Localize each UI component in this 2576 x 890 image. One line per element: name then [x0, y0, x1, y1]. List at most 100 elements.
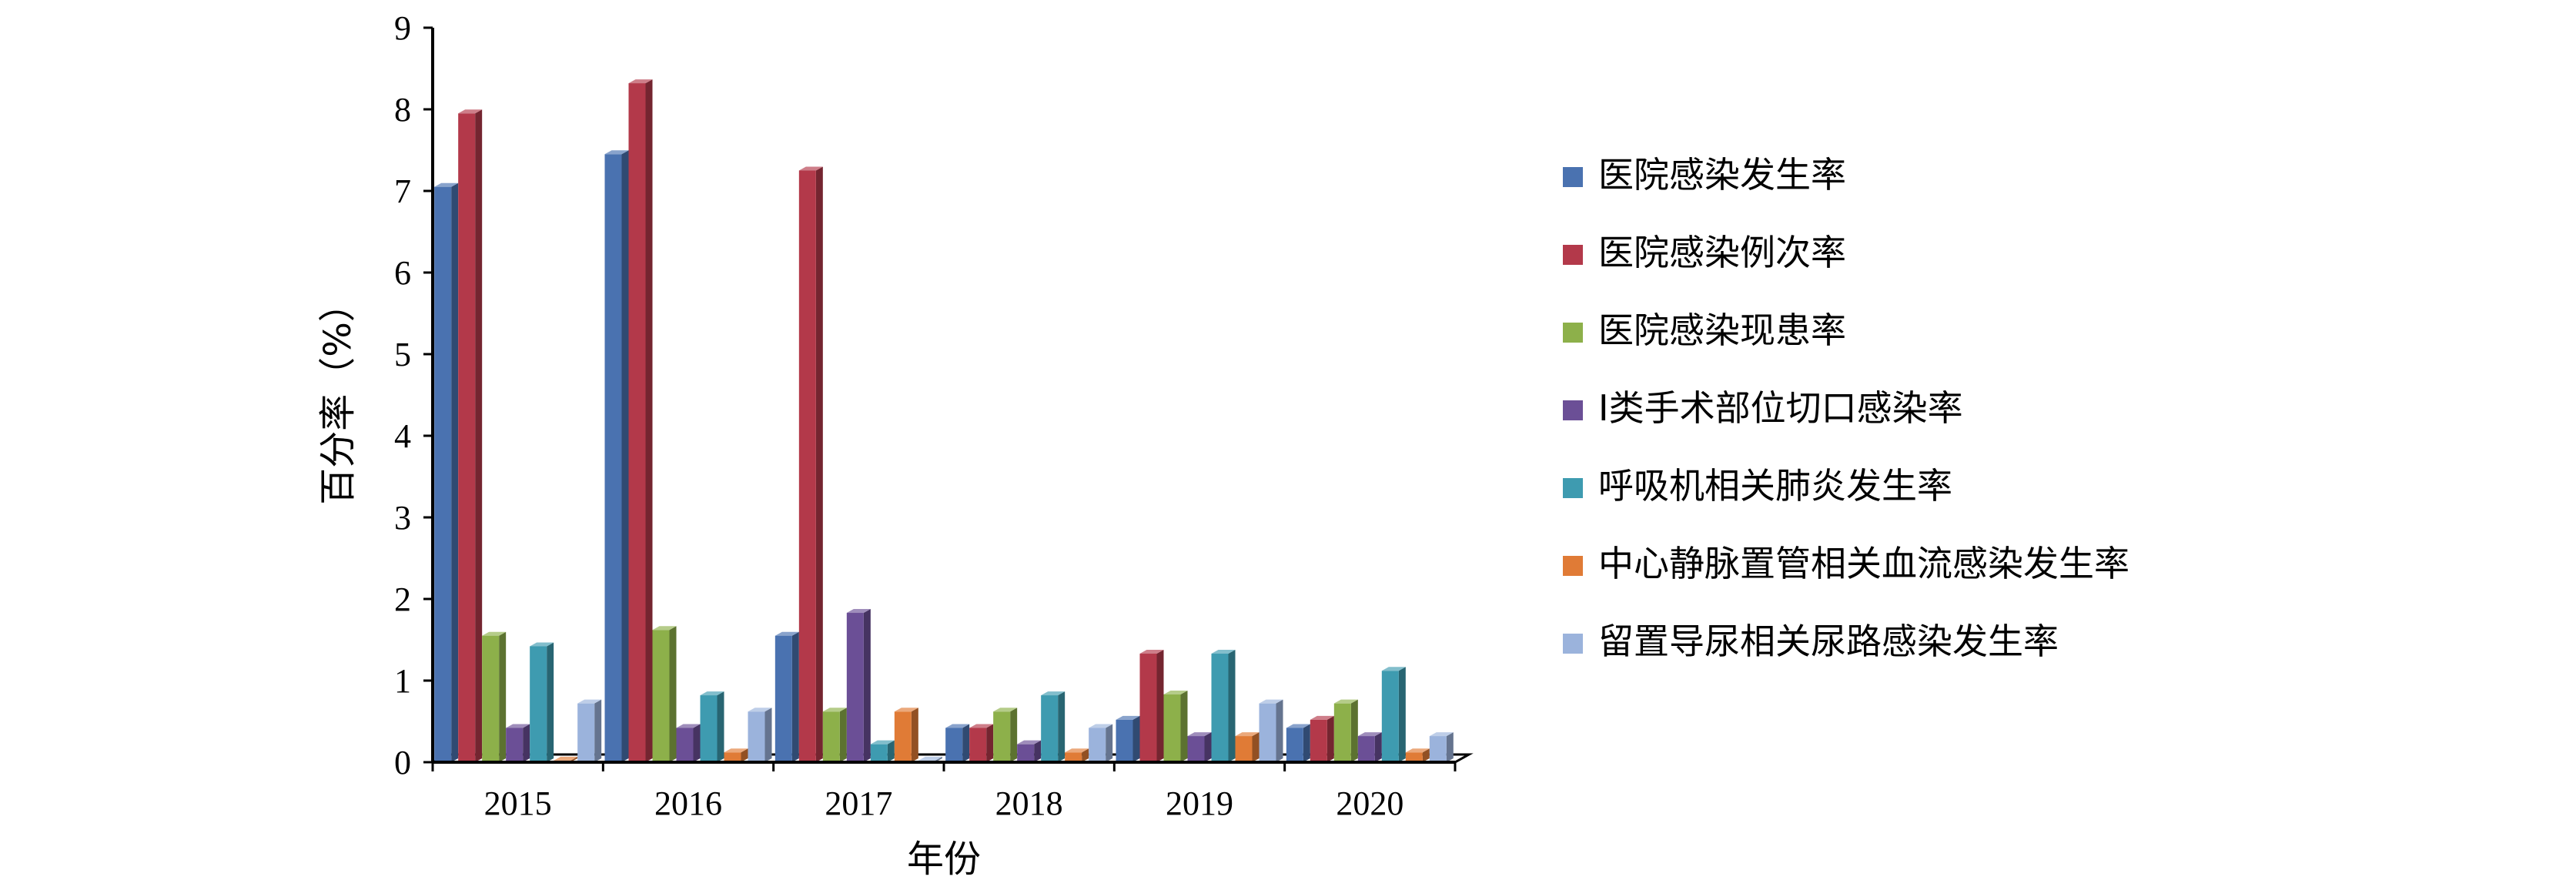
bar	[1187, 732, 1212, 762]
x-axis: 2015 2016 2017 2018 2019 2020	[431, 761, 1457, 822]
legend-swatch	[1563, 245, 1583, 265]
bar-front	[1310, 719, 1327, 762]
x-tick-label: 2018	[995, 785, 1063, 822]
bar-top	[822, 708, 847, 712]
bar-top	[1235, 732, 1260, 737]
bar-side	[621, 150, 629, 763]
legend-swatch	[1563, 323, 1583, 343]
bar-front	[993, 711, 1011, 762]
bar-front	[822, 711, 840, 762]
bar-side	[547, 642, 554, 762]
bar-front	[506, 728, 524, 762]
bar-top	[482, 631, 507, 636]
y-tick-label: 1	[394, 662, 411, 700]
bar-top	[798, 166, 823, 171]
legend-label: 医院感染现患率	[1598, 309, 1846, 351]
bar-side	[1374, 732, 1382, 762]
bar-side	[962, 724, 970, 762]
bar-top	[993, 708, 1018, 712]
bar-top	[894, 708, 918, 712]
bar-top	[652, 626, 677, 631]
bar-side	[1106, 724, 1113, 762]
bar-side	[764, 708, 772, 762]
bar-top	[700, 691, 724, 696]
bar-top	[748, 708, 772, 712]
bar-top	[1017, 740, 1042, 744]
y-tick-label: 9	[394, 9, 411, 47]
bar-top	[1139, 650, 1164, 654]
bar-front	[1041, 695, 1059, 762]
bar-front	[1116, 719, 1133, 762]
bar-top	[554, 756, 578, 761]
bar-side	[693, 724, 701, 762]
bar-top	[1163, 691, 1188, 695]
bar-top	[506, 724, 530, 728]
y-axis: 0 1 2 3 4 5 6 7 8 9	[394, 9, 434, 781]
x-tick-label: 2019	[1166, 785, 1233, 822]
x-axis-title: 年份	[907, 838, 981, 881]
bar	[724, 748, 748, 762]
bar-top	[918, 756, 942, 761]
bar-side	[1034, 740, 1042, 762]
bar-front	[774, 635, 792, 762]
y-tick-label: 6	[394, 254, 411, 292]
bar-side	[887, 740, 895, 762]
bar	[1429, 732, 1454, 762]
bar-side	[451, 182, 459, 762]
bar-top	[724, 748, 748, 753]
bar-top	[846, 609, 871, 614]
bar-top	[870, 740, 895, 744]
y-tick-label: 3	[394, 499, 411, 537]
bar	[1163, 691, 1188, 762]
bar-side	[1446, 732, 1454, 762]
bar	[1211, 650, 1236, 762]
bar	[822, 708, 847, 762]
bar-top	[530, 642, 554, 647]
x-tick-label: 2020	[1336, 785, 1403, 822]
bar-side	[911, 708, 918, 762]
bar-top	[1116, 715, 1140, 720]
bar-top	[577, 699, 602, 704]
bar-front	[1357, 736, 1375, 762]
bar	[1139, 650, 1164, 762]
bar-front	[1065, 752, 1082, 762]
bar-front	[1211, 654, 1229, 762]
bar-side	[1326, 715, 1334, 762]
bar	[870, 740, 895, 762]
y-tick-label: 2	[394, 581, 411, 618]
bar-front	[1139, 654, 1157, 762]
y-tick-label: 0	[394, 744, 411, 781]
bar-front	[1259, 703, 1276, 762]
legend-item: 留置导尿相关尿路感染发生率	[1563, 621, 2059, 662]
bar-side	[1252, 732, 1260, 762]
bar	[1286, 724, 1310, 762]
bar-top	[1187, 732, 1212, 737]
legend-item: Ⅰ类手术部位切口感染率	[1563, 387, 1963, 429]
bar-side	[1303, 724, 1310, 762]
bar	[798, 166, 823, 762]
bar	[774, 631, 799, 762]
bar-top	[1211, 650, 1236, 654]
bar-top	[1405, 748, 1430, 753]
legend-label: 呼吸机相关肺炎发生率	[1598, 465, 1952, 507]
bar	[506, 724, 530, 762]
bar	[1357, 732, 1382, 762]
bar	[1310, 715, 1334, 762]
bar-front	[1187, 736, 1205, 762]
bar-side	[1058, 691, 1066, 762]
bar-side	[839, 708, 847, 762]
bar-side	[1180, 691, 1188, 762]
bar-front	[969, 728, 987, 762]
bar	[1235, 732, 1260, 762]
bar-side	[791, 631, 799, 762]
bar-front	[458, 113, 476, 763]
legend-label: 留置导尿相关尿路感染发生率	[1598, 621, 2059, 662]
bar	[530, 642, 554, 762]
bar	[1381, 667, 1406, 762]
bar-front	[652, 630, 670, 762]
bar-front	[1089, 728, 1106, 762]
bar-side	[475, 109, 483, 763]
bar-front	[724, 752, 741, 762]
bar-side	[1010, 708, 1018, 762]
